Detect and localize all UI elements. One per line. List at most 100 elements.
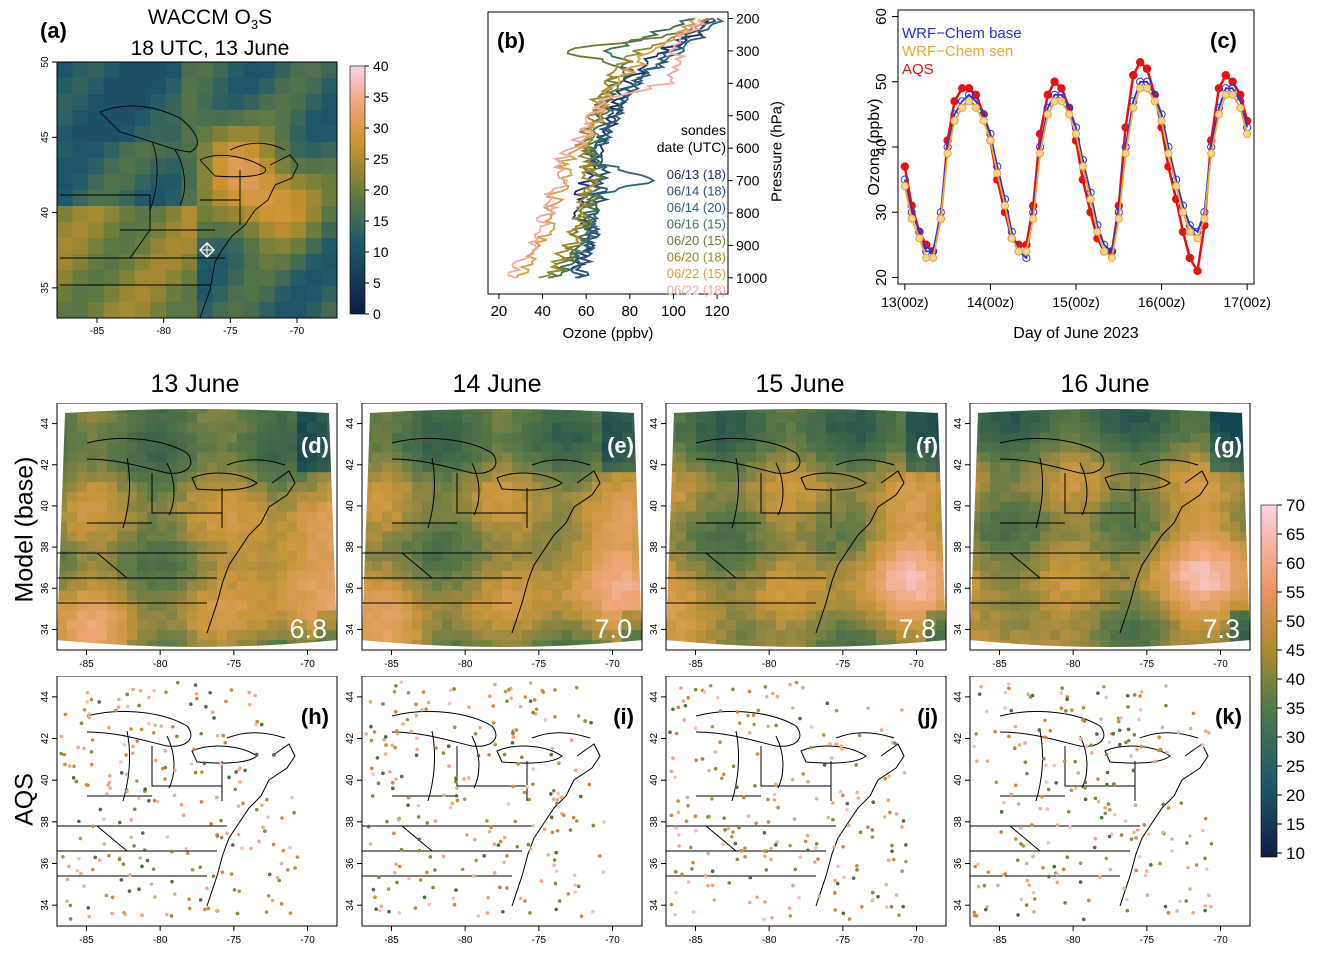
model-cell [512, 511, 523, 523]
model-cell [756, 551, 767, 562]
model-cell [217, 620, 228, 631]
aqs-station-dot [598, 854, 602, 858]
model-cell [432, 531, 443, 542]
model-cell [1180, 442, 1191, 453]
model-cell [67, 491, 78, 503]
coastlines [666, 438, 905, 634]
model-cell [612, 501, 623, 513]
aqs-station-dot [452, 687, 456, 691]
model-cell [1070, 472, 1081, 483]
model-cell [846, 541, 857, 552]
model-cell [97, 610, 108, 621]
model-cell [916, 630, 927, 641]
big-cb-label: 55 [1286, 583, 1305, 602]
waccm-cell [197, 174, 214, 191]
model-cell [866, 482, 877, 493]
model-cell [896, 541, 907, 552]
model-cell [107, 570, 118, 582]
aqs-station-dot [259, 722, 264, 727]
model-cell [866, 580, 877, 592]
model-cell [756, 610, 767, 621]
aqs-station-dot [371, 887, 376, 892]
model-cell [896, 570, 907, 582]
aqs-station-dot [1188, 726, 1193, 731]
waccm-cell [165, 94, 182, 111]
model-cell [806, 412, 817, 424]
model-cell [227, 561, 238, 572]
model-cell [592, 580, 603, 592]
model-cell [716, 412, 727, 424]
waccm-cell [181, 270, 198, 287]
model-cell [1040, 561, 1051, 572]
model-cell [402, 620, 413, 631]
waccm-cell [305, 158, 322, 175]
model-cell [1090, 521, 1101, 533]
model-cell [157, 630, 168, 641]
map-ytick-label: 36 [649, 858, 660, 870]
model-cell [372, 462, 383, 473]
aqs-station-dot [847, 917, 852, 921]
waccm-cell [243, 238, 260, 255]
model-cell [452, 561, 463, 572]
model-cell [1230, 531, 1241, 542]
model-cell [502, 412, 513, 424]
model-cell [572, 511, 583, 523]
aqs-station-dot [147, 799, 151, 803]
aqs-station-dot [67, 864, 71, 869]
model-cell [1220, 551, 1231, 562]
map-ytick-label: 44 [40, 691, 51, 703]
aqs-station-dot [531, 782, 535, 787]
waccm-cell [57, 206, 74, 223]
aqs-station-dot [418, 878, 423, 882]
model-cell [1120, 491, 1131, 503]
model-cell [237, 409, 248, 414]
model-cell [327, 409, 337, 414]
aqs-station-dot [1118, 742, 1122, 747]
aqs-station-dot [1170, 849, 1174, 853]
model-cell [602, 501, 613, 513]
aqs-station-dot [121, 862, 126, 866]
model-cell [1040, 432, 1051, 444]
aqs-station-dot [72, 764, 76, 769]
model-cell [297, 570, 308, 582]
model-cell [1160, 452, 1171, 463]
model-cell [736, 610, 747, 621]
model-cell [247, 511, 258, 523]
map-ytick-label: 38 [40, 541, 51, 553]
aqs-station-dot [85, 690, 90, 695]
model-cell [207, 491, 218, 503]
waccm-cell [321, 254, 338, 271]
aqs-station-dot [159, 724, 163, 728]
model-cell [512, 630, 523, 641]
model-cell [307, 551, 318, 562]
model-cell [1000, 462, 1011, 473]
model-cell [1030, 541, 1041, 552]
model-cell [1160, 521, 1171, 533]
model-cell [1240, 412, 1250, 424]
big-cb-label: 65 [1286, 525, 1305, 544]
aqs-station-dot [1096, 799, 1101, 804]
aqs-station-dot [381, 702, 385, 706]
model-cell [167, 600, 178, 612]
model-cell [97, 600, 108, 612]
aqs-station-dot [471, 874, 476, 878]
model-cell [1030, 511, 1041, 523]
model-cell [522, 452, 533, 463]
model-cell [1070, 409, 1081, 414]
model-cell [402, 561, 413, 572]
model-cell [512, 412, 523, 424]
model-cell [177, 620, 188, 631]
model-cell [382, 521, 393, 533]
model-cell [402, 452, 413, 463]
aqs-station-dot [706, 883, 710, 888]
model-cell [1110, 541, 1121, 552]
model-cell [57, 531, 68, 542]
map-xtick-label: -80 [153, 659, 168, 670]
model-cell [297, 541, 308, 552]
model-cell [317, 501, 328, 513]
model-cell [1210, 511, 1221, 523]
model-cell [127, 531, 138, 542]
model-cell [362, 620, 373, 631]
model-cell [157, 422, 168, 434]
